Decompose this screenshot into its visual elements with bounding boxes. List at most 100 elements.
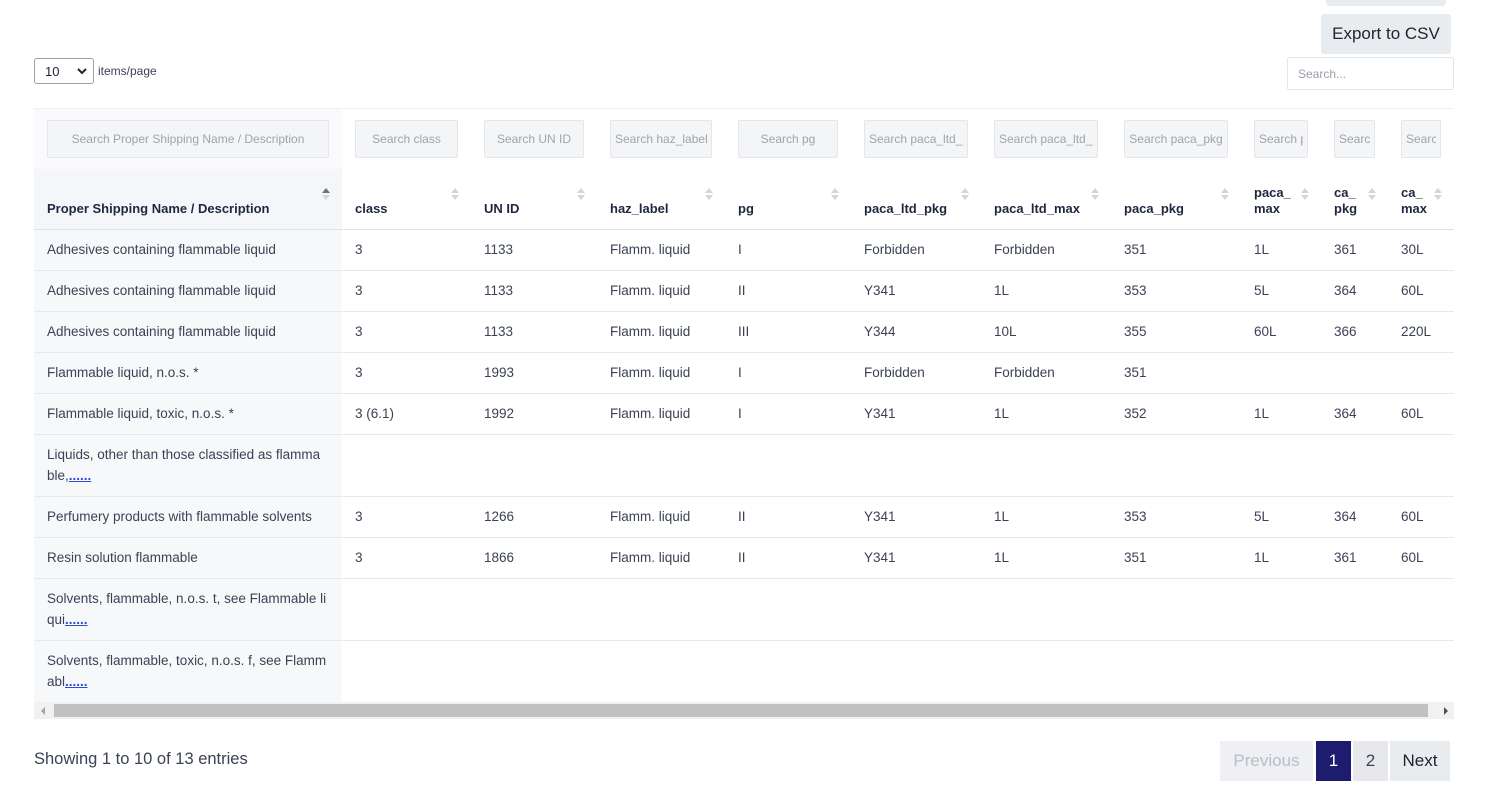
table-cell: [1321, 352, 1388, 394]
cell-text: Flammable liquid, n.o.s. *: [47, 365, 199, 380]
description-cell: Adhesives containing flammable liquid: [34, 229, 342, 271]
cell-text: Y344: [864, 324, 896, 339]
read-more-link[interactable]: ......: [65, 612, 88, 627]
cell-text: 366: [1334, 324, 1357, 339]
column-filter-input[interactable]: [484, 120, 584, 158]
scrollbar-thumb[interactable]: [54, 704, 1428, 717]
table-cell: [725, 640, 851, 702]
table-cell: 3: [342, 270, 471, 312]
cell-text: I: [738, 242, 742, 257]
column-header[interactable]: Proper Shipping Name / Description: [34, 169, 342, 230]
table-cell: Forbidden: [981, 229, 1111, 271]
hidden-toolbar-button[interactable]: [1326, 0, 1446, 6]
column-filter-input[interactable]: [1334, 120, 1375, 158]
table-cell: 3: [342, 229, 471, 271]
table-cell: 364: [1321, 270, 1388, 312]
cell-text: 1L: [994, 550, 1010, 565]
column-filter-input[interactable]: [1254, 120, 1308, 158]
column-header[interactable]: paca_ltd_max: [981, 169, 1111, 230]
table-cell: [1111, 640, 1241, 702]
table-cell: 60L: [1388, 393, 1454, 435]
cell-text: 352: [1124, 406, 1147, 421]
cell-text: Y341: [864, 406, 896, 421]
global-search-input[interactable]: [1287, 57, 1454, 90]
column-header[interactable]: paca_ltd_pkg: [851, 169, 981, 230]
column-header[interactable]: pg: [725, 169, 851, 230]
table-cell: Y341: [851, 270, 981, 312]
cell-text: Flammable liquid, toxic, n.o.s. *: [47, 406, 234, 421]
column-filter-input[interactable]: [610, 120, 712, 158]
items-per-page-select[interactable]: 10: [34, 58, 94, 84]
column-header[interactable]: ca_ pkg: [1321, 169, 1388, 230]
cell-text: II: [738, 509, 746, 524]
column-filter-input[interactable]: [994, 120, 1098, 158]
cell-text: Forbidden: [864, 242, 925, 257]
column-filter-cell: [1388, 109, 1454, 169]
column-header[interactable]: paca_ max: [1241, 169, 1321, 230]
table-cell: Y341: [851, 393, 981, 435]
table-row: Adhesives containing flammable liquid 3 11…: [34, 311, 1454, 353]
column-header-label: ca_ max: [1401, 184, 1428, 216]
table-cell: 1L: [981, 270, 1111, 312]
scroll-left-arrow-icon[interactable]: [34, 702, 51, 719]
table-cell: [851, 578, 981, 641]
cell-text: 60L: [1401, 550, 1424, 565]
table-info: Showing 1 to 10 of 13 entries: [34, 750, 248, 768]
horizontal-scrollbar[interactable]: [34, 702, 1454, 719]
column-filter-input[interactable]: [864, 120, 968, 158]
export-csv-button[interactable]: Export to CSV: [1321, 14, 1451, 54]
page-2-button[interactable]: 2: [1353, 741, 1388, 781]
table-cell: II: [725, 496, 851, 538]
table-cell: 3: [342, 311, 471, 353]
column-header[interactable]: paca_pkg: [1111, 169, 1241, 230]
read-more-link[interactable]: ......: [68, 468, 92, 483]
column-header[interactable]: class: [342, 169, 471, 230]
column-header[interactable]: haz_label: [597, 169, 725, 230]
items-per-page-value: 10: [45, 63, 60, 79]
column-header-label: haz_label: [610, 200, 669, 216]
cell-text: Flamm. liquid: [610, 406, 691, 421]
table-cell: 355: [1111, 311, 1241, 353]
sort-icon: [961, 188, 969, 200]
table-cell: 1266: [471, 496, 597, 538]
table-cell: 1L: [1241, 393, 1321, 435]
table-cell: 3: [342, 496, 471, 538]
column-filter-input[interactable]: [738, 120, 838, 158]
read-more-link[interactable]: ......: [65, 674, 88, 689]
cell-text: 60L: [1401, 509, 1424, 524]
column-header[interactable]: ca_ max: [1388, 169, 1454, 230]
scroll-right-arrow-icon[interactable]: [1437, 702, 1454, 719]
previous-page-button[interactable]: Previous: [1220, 741, 1313, 781]
cell-text: Y341: [864, 509, 896, 524]
column-header[interactable]: UN ID: [471, 169, 597, 230]
page-1-button[interactable]: 1: [1316, 741, 1351, 781]
sort-ascending-icon: [322, 188, 330, 200]
cell-text: Flamm. liquid: [610, 242, 691, 257]
cell-text: 3 (6.1): [355, 406, 395, 421]
cell-text: Forbidden: [994, 242, 1055, 257]
cell-text: 361: [1334, 550, 1357, 565]
cell-text: Adhesives containing flammable liquid: [47, 242, 276, 257]
column-header-label: ca_ pkg: [1334, 184, 1358, 216]
table-row: Adhesives containing flammable liquid 3 11…: [34, 229, 1454, 271]
column-header-label: UN ID: [484, 200, 520, 216]
column-filter-input[interactable]: [355, 120, 458, 158]
cell-text: 60L: [1254, 324, 1277, 339]
table-cell: [1388, 434, 1454, 497]
sort-icon: [577, 188, 585, 200]
chevron-down-icon: [77, 68, 87, 75]
column-header-label: Proper Shipping Name / Description: [47, 200, 270, 216]
column-filter-input[interactable]: [1401, 120, 1441, 158]
table-cell: Y341: [851, 496, 981, 538]
cell-text: Y341: [864, 550, 896, 565]
column-filter-input[interactable]: [47, 120, 329, 158]
table-row: Resin solution flammable 3 1866 Flamm. liqu…: [34, 537, 1454, 579]
cell-text: 1992: [484, 406, 515, 421]
next-page-button[interactable]: Next: [1390, 741, 1450, 781]
table-cell: 60L: [1388, 270, 1454, 312]
column-filter-input[interactable]: [1124, 120, 1228, 158]
cell-text: 364: [1334, 283, 1357, 298]
table-cell: [851, 434, 981, 497]
cell-text: 3: [355, 324, 363, 339]
table-cell: 1992: [471, 393, 597, 435]
